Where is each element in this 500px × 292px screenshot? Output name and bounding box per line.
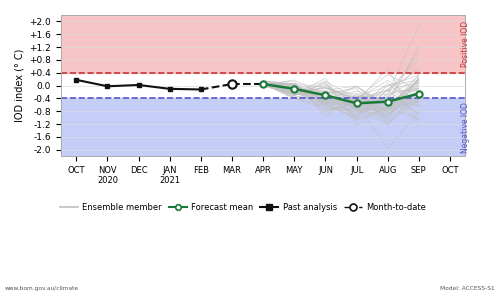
Text: Negative IOD: Negative IOD xyxy=(461,102,470,153)
Y-axis label: IOD index (° C): IOD index (° C) xyxy=(15,49,25,122)
Text: Positive IOD: Positive IOD xyxy=(461,21,470,67)
Text: Model: ACCESS-S1: Model: ACCESS-S1 xyxy=(440,286,495,291)
Bar xyxy=(61,15,466,73)
Bar xyxy=(61,98,466,156)
Text: www.bom.gov.au/climate: www.bom.gov.au/climate xyxy=(5,286,79,291)
Legend: Ensemble member, Forecast mean, Past analysis, Month-to-date: Ensemble member, Forecast mean, Past ana… xyxy=(56,200,429,215)
